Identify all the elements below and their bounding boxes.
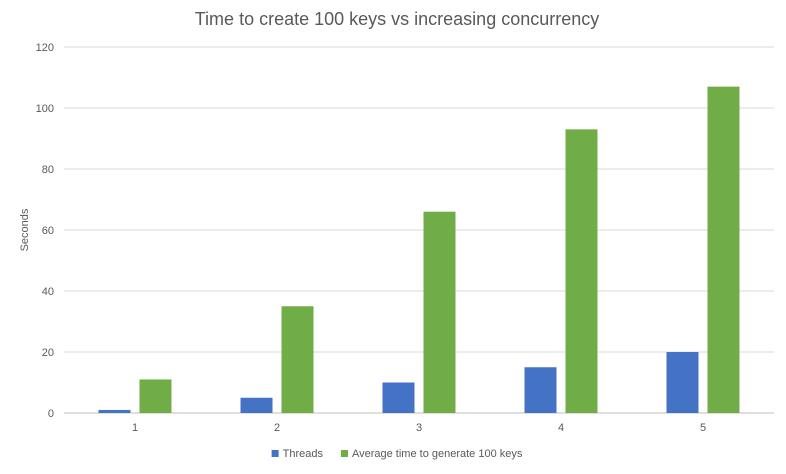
y-axis-ticks: 0 20 40 60 80 100 120 <box>36 42 54 420</box>
x-axis-ticks: 1 2 3 4 5 <box>132 422 706 434</box>
bar-average-time-4 <box>565 129 598 413</box>
x-tick-label: 4 <box>558 422 564 434</box>
legend: Threads Average time to generate 100 keys <box>271 448 523 460</box>
x-tick-label: 1 <box>132 422 138 434</box>
y-tick-label: 80 <box>42 164 54 176</box>
x-tick-label: 2 <box>274 422 280 434</box>
bar-average-time-1 <box>139 379 172 413</box>
y-tick-label: 120 <box>36 42 54 54</box>
chart-title: Time to create 100 keys vs increasing co… <box>195 9 600 29</box>
legend-label-average-time: Average time to generate 100 keys <box>352 448 523 460</box>
y-tick-label: 100 <box>36 103 54 115</box>
bar-threads-4 <box>524 367 557 413</box>
y-tick-label: 20 <box>42 347 54 359</box>
bar-threads-2 <box>240 397 273 413</box>
bar-average-time-3 <box>423 211 456 413</box>
legend-swatch-threads <box>271 450 279 457</box>
x-tick-label: 5 <box>700 422 706 434</box>
y-tick-label: 60 <box>42 225 54 237</box>
gridlines <box>64 46 774 414</box>
bar-threads-5 <box>666 352 699 413</box>
legend-swatch-average-time <box>340 450 348 457</box>
y-tick-label: 0 <box>48 408 54 420</box>
bars <box>98 86 740 414</box>
y-axis-label: Seconds <box>19 208 31 251</box>
bar-average-time-5 <box>707 86 740 414</box>
y-tick-label: 40 <box>42 286 54 298</box>
legend-label-threads: Threads <box>283 448 324 460</box>
bar-threads-3 <box>382 382 415 413</box>
bar-threads-1 <box>98 409 131 413</box>
bar-average-time-2 <box>281 306 314 413</box>
x-tick-label: 3 <box>416 422 422 434</box>
